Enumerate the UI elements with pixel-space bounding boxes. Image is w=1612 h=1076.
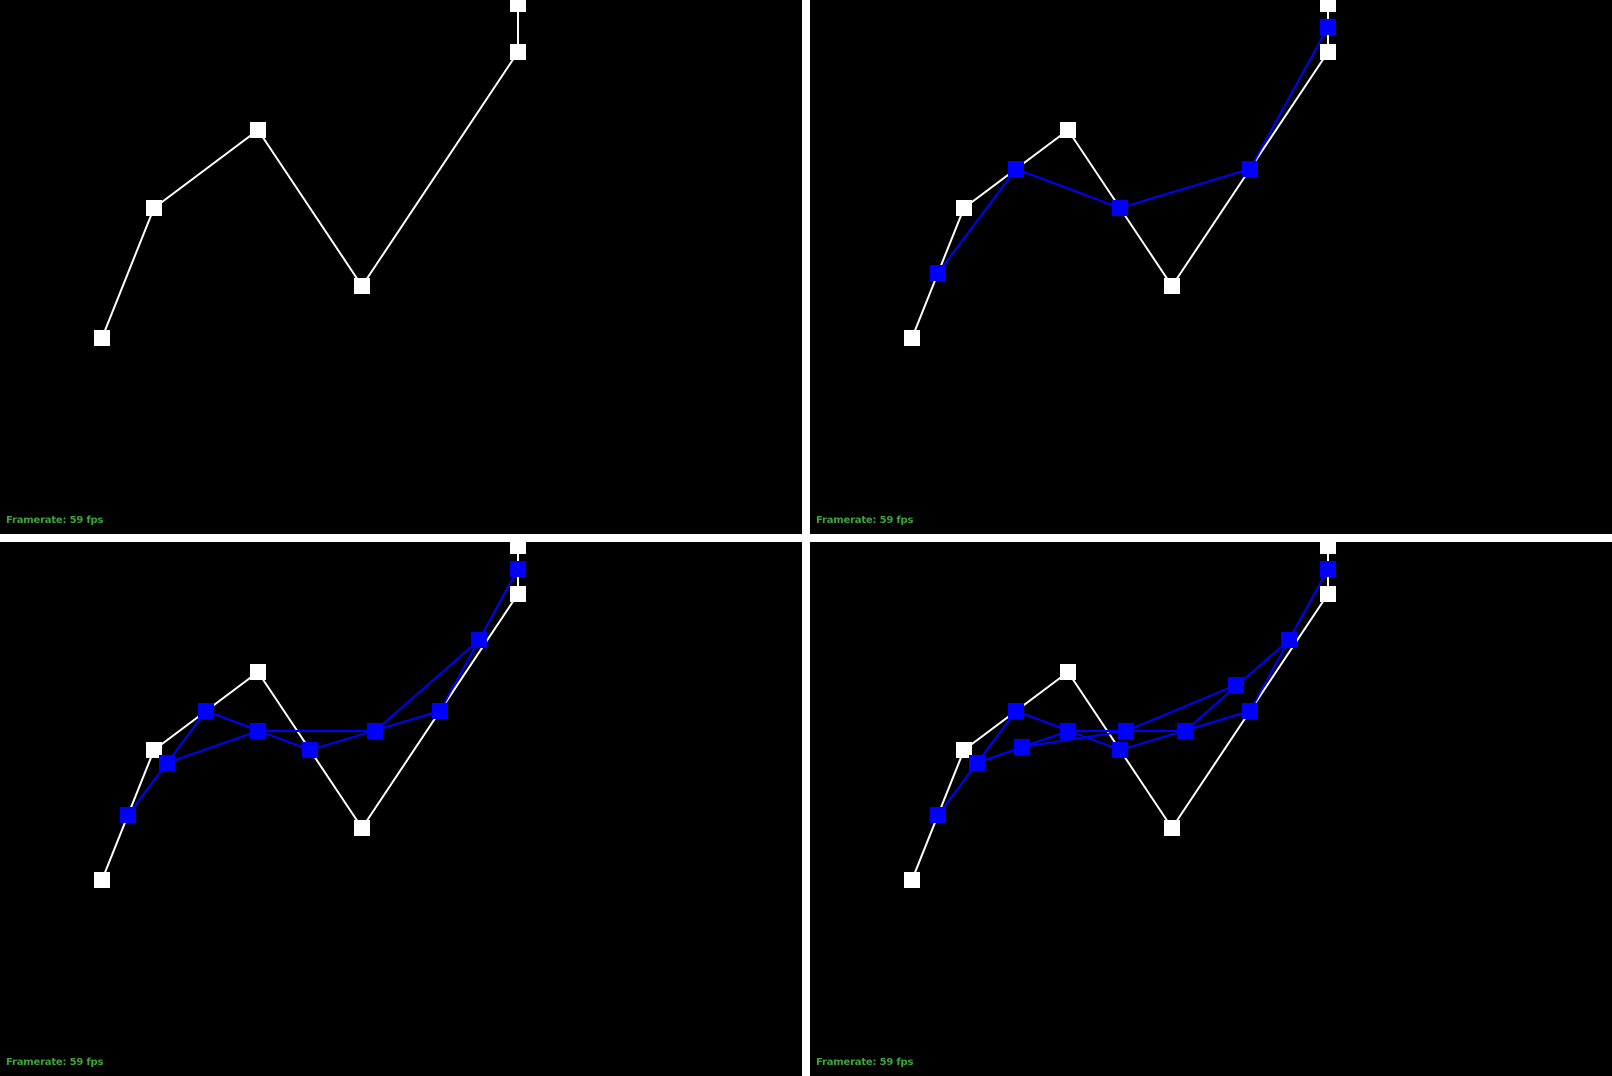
subdivision-point-handle[interactable]	[159, 755, 175, 771]
control-point-handle[interactable]	[1320, 0, 1336, 12]
control-point-handle[interactable]	[94, 330, 110, 346]
viewport-panel-3[interactable]: Framerate: 59 fps	[0, 542, 802, 1076]
subdivision-polygon-line	[937, 26, 1329, 274]
subdivision-point-handle[interactable]	[120, 807, 136, 823]
control-point-handle[interactable]	[146, 742, 162, 758]
control-point-handle[interactable]	[1164, 820, 1180, 836]
framerate-label: Framerate: 59 fps	[6, 515, 104, 526]
control-polygon-line	[911, 4, 1329, 339]
subdivision-point-handle[interactable]	[1118, 723, 1134, 739]
subdivision-point-handle[interactable]	[1177, 723, 1193, 739]
viewport-panel-4[interactable]: Framerate: 59 fps	[810, 542, 1612, 1076]
subdivision-point-handle[interactable]	[969, 755, 985, 771]
viewport-panel-1[interactable]: Framerate: 59 fps	[0, 0, 802, 534]
control-point-handle[interactable]	[1320, 44, 1336, 60]
subdivision-polygon-line	[937, 568, 1329, 816]
subdivision-point-handle[interactable]	[432, 703, 448, 719]
subdivision-point-handle[interactable]	[1112, 200, 1128, 216]
control-point-handle[interactable]	[1164, 278, 1180, 294]
control-point-handle[interactable]	[904, 872, 920, 888]
subdivision-point-handle[interactable]	[1242, 703, 1258, 719]
subdivision-point-handle[interactable]	[1242, 161, 1258, 177]
subdivision-point-handle[interactable]	[471, 632, 487, 648]
control-polygon-line	[101, 546, 519, 881]
subdivision-point-handle[interactable]	[1008, 161, 1024, 177]
subdivision-point-handle[interactable]	[1008, 703, 1024, 719]
control-point-handle[interactable]	[510, 0, 526, 12]
control-point-handle[interactable]	[1060, 122, 1076, 138]
control-point-handle[interactable]	[250, 664, 266, 680]
control-point-handle[interactable]	[956, 742, 972, 758]
subdivision-point-handle[interactable]	[367, 723, 383, 739]
curve-canvas-3[interactable]	[0, 542, 802, 1076]
subdivision-point-handle[interactable]	[1112, 742, 1128, 758]
subdivision-point-handle[interactable]	[1228, 677, 1244, 693]
subdivision-point-handle[interactable]	[1014, 739, 1030, 755]
control-point-handle[interactable]	[354, 278, 370, 294]
subdivision-point-handle[interactable]	[930, 265, 946, 281]
subdivision-point-handle[interactable]	[250, 723, 266, 739]
control-polygon-line	[911, 546, 1329, 881]
subdivision-point-handle[interactable]	[1320, 19, 1336, 35]
curve-canvas-4[interactable]	[810, 542, 1612, 1076]
control-point-handle[interactable]	[510, 44, 526, 60]
framerate-label: Framerate: 59 fps	[816, 1057, 914, 1068]
control-point-handle[interactable]	[1320, 542, 1336, 554]
control-point-handle[interactable]	[904, 330, 920, 346]
control-point-handle[interactable]	[94, 872, 110, 888]
subdivision-point-handle[interactable]	[510, 561, 526, 577]
subdivision-point-handle[interactable]	[198, 703, 214, 719]
subdivision-point-handle[interactable]	[302, 742, 318, 758]
subdivision-polygon-line	[166, 639, 480, 764]
curve-canvas-1[interactable]	[0, 0, 802, 534]
control-point-handle[interactable]	[354, 820, 370, 836]
control-point-handle[interactable]	[250, 122, 266, 138]
control-point-handle[interactable]	[1320, 586, 1336, 602]
subdivision-polygon-line	[127, 568, 519, 816]
subdivision-point-handle[interactable]	[1320, 561, 1336, 577]
control-point-handle[interactable]	[1060, 664, 1076, 680]
control-point-handle[interactable]	[510, 586, 526, 602]
control-polygon-line	[101, 4, 519, 339]
framerate-label: Framerate: 59 fps	[6, 1057, 104, 1068]
framerate-label: Framerate: 59 fps	[816, 515, 914, 526]
subdivision-point-handle[interactable]	[1060, 723, 1076, 739]
control-point-handle[interactable]	[956, 200, 972, 216]
viewport-panel-2[interactable]: Framerate: 59 fps	[810, 0, 1612, 534]
control-point-handle[interactable]	[146, 200, 162, 216]
subdivision-point-handle[interactable]	[1281, 632, 1297, 648]
curve-canvas-2[interactable]	[810, 0, 1612, 534]
subdivision-point-handle[interactable]	[930, 807, 946, 823]
control-point-handle[interactable]	[510, 542, 526, 554]
